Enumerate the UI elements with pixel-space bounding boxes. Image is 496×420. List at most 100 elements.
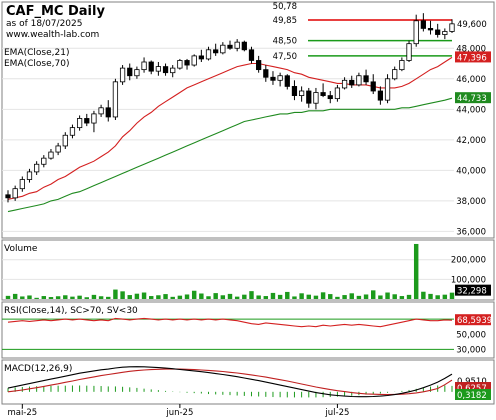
volume-bar — [399, 296, 405, 299]
volume-bar — [84, 297, 89, 299]
candle-body — [420, 20, 426, 29]
volume-title: Volume — [4, 244, 38, 254]
volume-bar — [270, 292, 276, 299]
volume-bar — [199, 293, 204, 299]
volume-bar — [421, 291, 426, 299]
candle-body — [277, 75, 283, 81]
candle-body — [270, 76, 276, 81]
level-label: 50,78 — [273, 2, 297, 12]
level-label: 48,50 — [273, 37, 297, 47]
macd-panel — [1, 359, 495, 405]
volume-bar — [191, 290, 197, 299]
volume-bar — [328, 294, 333, 299]
candle-body — [19, 179, 25, 190]
candle-body — [213, 49, 219, 54]
candle-body — [413, 20, 419, 45]
volume-bar — [106, 296, 111, 299]
volume-bar — [127, 295, 132, 299]
candle-body — [12, 188, 18, 199]
volume-bar — [48, 297, 54, 299]
volume-bar — [120, 291, 125, 299]
volume-badge: 32,298 — [457, 287, 487, 297]
volume-bar — [306, 294, 311, 299]
date-tick-label: mai-25 — [7, 408, 37, 418]
candle-body — [241, 41, 247, 51]
volume-bar — [277, 294, 283, 299]
candle-body — [84, 118, 90, 124]
volume-bar — [41, 296, 47, 299]
level-label: 49,85 — [273, 16, 297, 26]
candle-body — [26, 171, 33, 180]
ema21-badge: 47,396 — [457, 53, 487, 63]
volume-bar — [428, 293, 433, 299]
volume-tick-label: 200,000 — [451, 256, 486, 266]
candle-body — [377, 90, 384, 101]
ema21-legend: EMA(Close,21) — [4, 48, 69, 58]
volume-bar — [98, 296, 104, 299]
volume-bar — [406, 294, 412, 299]
volume-bar — [285, 291, 290, 299]
volume-bar — [213, 293, 218, 299]
chart-date: as of 18/07/2025 — [6, 19, 82, 29]
candle-body — [384, 78, 391, 101]
candle-body — [227, 44, 233, 49]
candle-body — [155, 66, 162, 72]
volume-bar — [20, 296, 25, 299]
volume-bar — [242, 294, 247, 299]
rsi-tick-label: 30,000 — [456, 345, 486, 355]
volume-bar — [320, 292, 326, 299]
rsi-badge-box — [455, 314, 491, 326]
candle-body — [5, 194, 11, 199]
volume-bar — [371, 290, 376, 299]
ema70-line — [7, 97, 453, 213]
volume-bar — [249, 291, 254, 299]
candle-body — [91, 113, 97, 124]
candle-body — [62, 134, 68, 147]
macd-hist-badge-box — [455, 389, 491, 400]
level-label: 47,50 — [273, 52, 297, 62]
candle-body — [327, 95, 333, 100]
candle-body — [399, 60, 405, 71]
volume-bar — [12, 293, 18, 299]
candle-body — [392, 69, 398, 80]
candle-body — [248, 49, 255, 61]
volume-bar — [292, 296, 297, 299]
candle-body — [69, 127, 76, 136]
chart-symbol-title: CAF_MC Daily — [6, 4, 105, 19]
volume-tick-label: 100,000 — [451, 275, 486, 285]
volume-bar — [163, 294, 168, 299]
volume-bar — [378, 295, 383, 299]
volume-bar — [177, 295, 183, 299]
volume-bar — [392, 294, 397, 299]
candle-body — [320, 92, 326, 96]
volume-badge-box — [455, 284, 491, 296]
candle-body — [427, 28, 434, 31]
candle-body — [41, 157, 47, 165]
candle-body — [356, 75, 362, 86]
volume-bar — [70, 296, 75, 299]
rsi-panel — [1, 301, 495, 359]
candle-body — [263, 69, 269, 78]
candle-body — [234, 41, 240, 49]
candle-body — [256, 60, 262, 71]
volume-bar — [77, 295, 82, 299]
candle-body — [449, 23, 455, 32]
volume-bar — [63, 295, 68, 299]
price-tick-label: 38,000 — [456, 197, 486, 207]
macd-badge-box — [455, 375, 491, 386]
macd-hist-badge: 0,3182 — [457, 391, 487, 401]
volume-bar — [385, 292, 390, 299]
candle-body — [191, 55, 197, 66]
candle-body — [205, 49, 212, 60]
volume-bar — [313, 295, 319, 299]
price-tick-label: 42,000 — [456, 136, 486, 146]
candle-body — [341, 79, 348, 89]
volume-bar — [27, 295, 32, 299]
volume-bar — [349, 293, 354, 299]
close-price-badge: 49,600 — [457, 20, 487, 30]
price-tick-label: 46,000 — [456, 75, 486, 85]
volume-bar — [220, 295, 226, 299]
macd-signal-badge-box — [455, 382, 491, 393]
candle-body — [148, 61, 154, 72]
volume-bar — [435, 295, 440, 299]
